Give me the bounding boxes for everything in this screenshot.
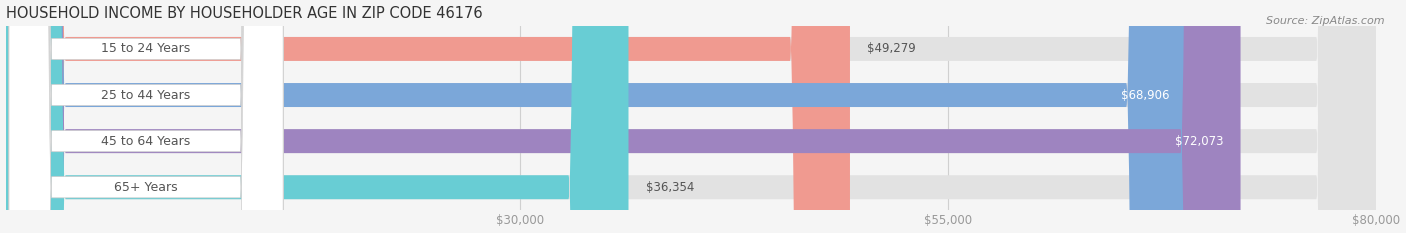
Text: 15 to 24 Years: 15 to 24 Years xyxy=(101,42,191,55)
Text: $68,906: $68,906 xyxy=(1121,89,1170,102)
Text: 25 to 44 Years: 25 to 44 Years xyxy=(101,89,191,102)
FancyBboxPatch shape xyxy=(6,0,1240,233)
FancyBboxPatch shape xyxy=(6,0,1376,233)
Text: Source: ZipAtlas.com: Source: ZipAtlas.com xyxy=(1267,16,1385,26)
Text: 65+ Years: 65+ Years xyxy=(114,181,179,194)
FancyBboxPatch shape xyxy=(6,0,1187,233)
Text: $72,073: $72,073 xyxy=(1175,135,1223,148)
FancyBboxPatch shape xyxy=(8,0,283,233)
Text: $49,279: $49,279 xyxy=(868,42,915,55)
FancyBboxPatch shape xyxy=(6,0,1376,233)
Text: $36,354: $36,354 xyxy=(645,181,695,194)
FancyBboxPatch shape xyxy=(8,0,283,233)
Text: 45 to 64 Years: 45 to 64 Years xyxy=(101,135,191,148)
FancyBboxPatch shape xyxy=(6,0,1376,233)
FancyBboxPatch shape xyxy=(8,0,283,233)
FancyBboxPatch shape xyxy=(6,0,851,233)
FancyBboxPatch shape xyxy=(6,0,1376,233)
FancyBboxPatch shape xyxy=(8,0,283,233)
FancyBboxPatch shape xyxy=(6,0,628,233)
Text: HOUSEHOLD INCOME BY HOUSEHOLDER AGE IN ZIP CODE 46176: HOUSEHOLD INCOME BY HOUSEHOLDER AGE IN Z… xyxy=(6,6,482,21)
